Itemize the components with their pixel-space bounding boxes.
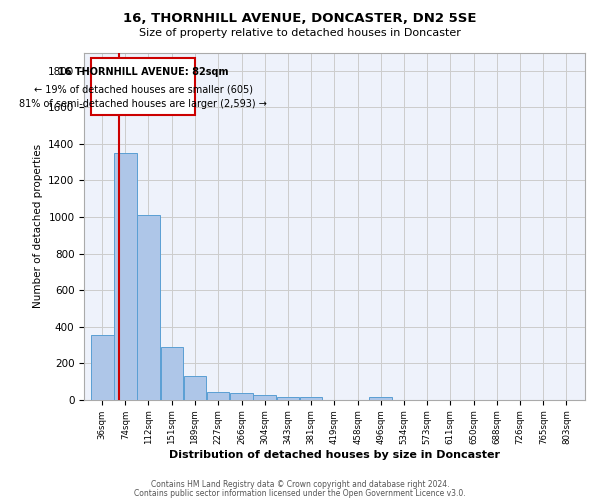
Bar <box>253 396 276 400</box>
Bar <box>91 335 113 400</box>
Text: Contains HM Land Registry data © Crown copyright and database right 2024.: Contains HM Land Registry data © Crown c… <box>151 480 449 489</box>
Bar <box>161 347 183 400</box>
Bar <box>184 376 206 400</box>
Y-axis label: Number of detached properties: Number of detached properties <box>32 144 43 308</box>
Text: 16, THORNHILL AVENUE, DONCASTER, DN2 5SE: 16, THORNHILL AVENUE, DONCASTER, DN2 5SE <box>123 12 477 26</box>
Text: ← 19% of detached houses are smaller (605): ← 19% of detached houses are smaller (60… <box>34 84 253 94</box>
Text: Size of property relative to detached houses in Doncaster: Size of property relative to detached ho… <box>139 28 461 38</box>
Text: Contains public sector information licensed under the Open Government Licence v3: Contains public sector information licen… <box>134 489 466 498</box>
Bar <box>137 215 160 400</box>
X-axis label: Distribution of detached houses by size in Doncaster: Distribution of detached houses by size … <box>169 450 500 460</box>
Text: 16 THORNHILL AVENUE: 82sqm: 16 THORNHILL AVENUE: 82sqm <box>58 67 229 77</box>
Text: 81% of semi-detached houses are larger (2,593) →: 81% of semi-detached houses are larger (… <box>19 100 267 110</box>
Bar <box>277 396 299 400</box>
Bar <box>230 394 253 400</box>
Bar <box>114 153 137 400</box>
Bar <box>206 392 229 400</box>
Bar <box>91 58 195 114</box>
Bar <box>370 396 392 400</box>
Bar <box>300 397 322 400</box>
